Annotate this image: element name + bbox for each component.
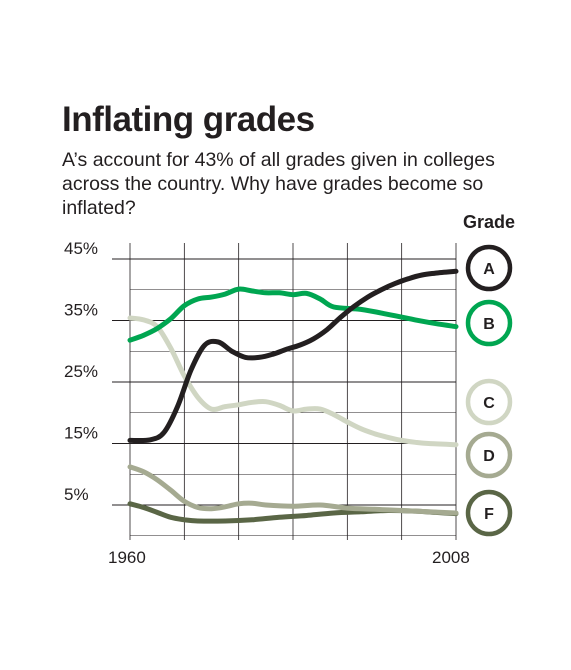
legend-item-a: A [465,244,513,292]
legend-marker-b [465,299,513,347]
legend-marker-c [465,378,513,426]
y-tick-label: 25% [64,362,98,381]
legend-label-b: B [483,316,495,333]
legend-item-b: B [465,299,513,347]
legend-marker-f [465,489,513,537]
y-tick-label: 45% [64,239,98,258]
series-lines [127,268,459,524]
chart-subtitle: A’s account for 43% of all grades given … [62,149,495,219]
legend-item-f: F [465,489,513,537]
grid-lines [112,243,457,540]
series-line-c [127,315,459,448]
chart-title: Inflating grades [62,100,315,139]
series-line-d [127,464,459,516]
legend-label-f: F [484,506,494,523]
y-tick-label: 15% [64,424,98,443]
legend-label-c: C [483,395,495,412]
legend-title: Grade [463,212,515,232]
series-line-b [127,286,459,343]
legend-label-a: A [483,261,495,278]
series-line-a [127,268,459,444]
y-tick-label: 35% [64,301,98,320]
y-tick-label: 5% [64,485,89,504]
legend-marker-a [465,244,513,292]
x-tick-label: 1960 [108,548,146,567]
legend-label-d: D [483,448,495,465]
legend-marker-d [465,431,513,479]
legend-item-c: C [465,378,513,426]
axis-tick-labels: 45% 35% 25% 15% 5% 1960 2008 [64,239,470,567]
x-tick-label: 2008 [432,548,470,567]
legend: Grade A B C D F [463,212,515,537]
legend-item-d: D [465,431,513,479]
